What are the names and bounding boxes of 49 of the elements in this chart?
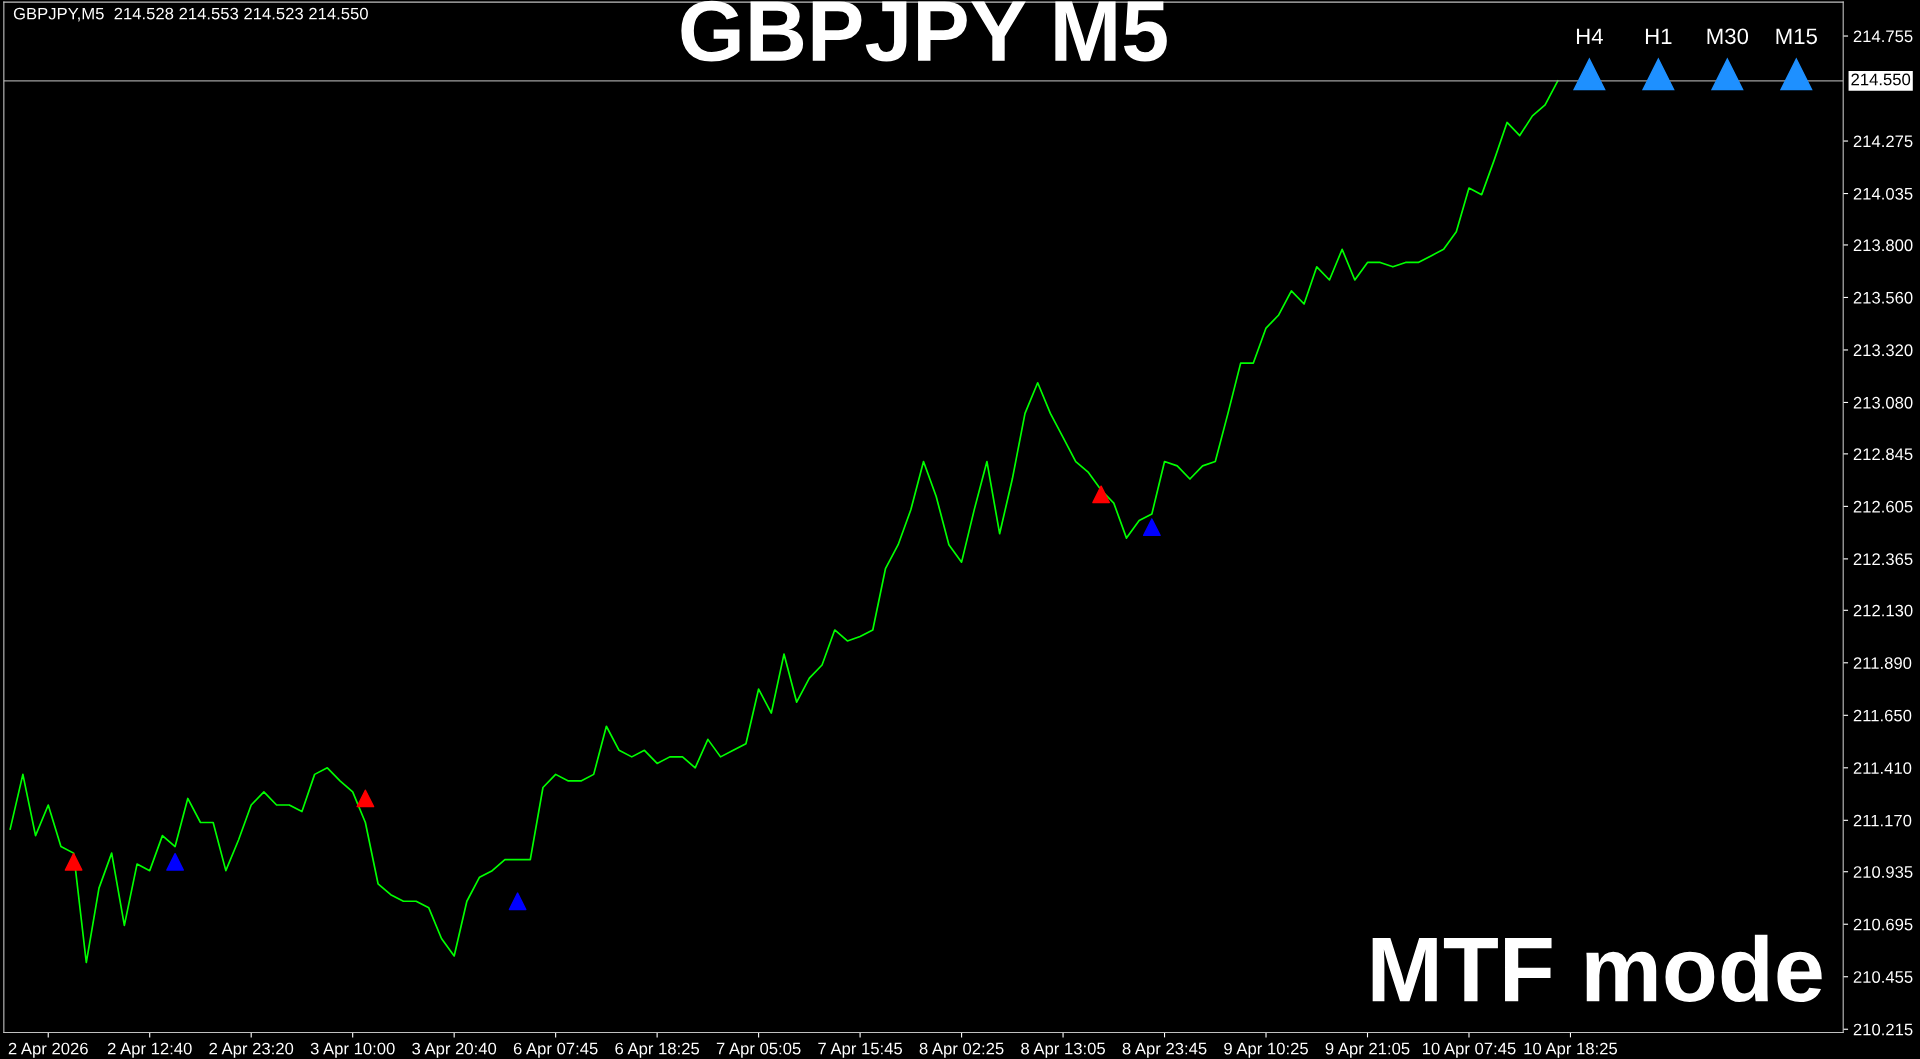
x-tick-label: 2 Apr 12:40	[107, 1042, 192, 1058]
y-tick-label: 212.845	[1853, 448, 1913, 461]
y-tick-label: 213.560	[1853, 291, 1913, 304]
x-tick-label: 9 Apr 10:25	[1224, 1042, 1308, 1058]
annotation: GBPJPY,M5 214.528 214.553 214.523 214.550	[13, 7, 368, 22]
point	[1092, 485, 1111, 504]
y-tick-label: 212.365	[1853, 553, 1913, 566]
y-tick-label: 213.320	[1853, 344, 1913, 357]
x-tick-label: 6 Apr 18:25	[615, 1042, 700, 1058]
annotation: M15	[1776, 28, 1817, 45]
y-tick-label: 210.695	[1853, 918, 1913, 931]
y-tick-label: 213.080	[1853, 396, 1913, 409]
y-tick-label: 210.455	[1853, 971, 1913, 983]
y-tick-label: 210.935	[1853, 866, 1913, 878]
y-tick-label: 214.275	[1853, 135, 1913, 148]
annotation: M30	[1707, 28, 1749, 45]
point	[356, 789, 375, 808]
annotation: H1	[1645, 28, 1672, 44]
y-tick-label: 213.800	[1853, 239, 1913, 252]
x-tick-label: 2 Apr 23:20	[209, 1042, 294, 1058]
y-tick-label: 214.035	[1853, 187, 1913, 200]
y-tick-label: 211.890	[1853, 657, 1912, 670]
x-tick-label: 10 Apr 18:25	[1524, 1042, 1618, 1058]
x-tick-label: 8 Apr 02:25	[919, 1042, 1004, 1058]
y-tick-label: 211.410	[1853, 762, 1912, 775]
x-tick-label: 3 Apr 20:40	[412, 1042, 497, 1058]
x-tick-label: 8 Apr 13:05	[1021, 1042, 1105, 1058]
y-tick-label: 210.215	[1853, 1023, 1913, 1036]
annotation: MTF mode	[1372, 934, 1822, 1003]
point	[64, 852, 83, 871]
x-tick-label: 3 Apr 10:00	[310, 1042, 395, 1058]
point	[166, 852, 185, 871]
annotation: H4	[1576, 28, 1603, 44]
x-tick-label: 6 Apr 07:45	[513, 1042, 598, 1058]
y-tick-label: 214.755	[1853, 30, 1913, 43]
y-tick-label: 211.650	[1853, 709, 1912, 722]
x-tick-label: 9 Apr 21:05	[1325, 1042, 1410, 1058]
x-tick-label: 8 Apr 23:45	[1122, 1042, 1207, 1058]
point	[1142, 518, 1161, 537]
point	[508, 892, 527, 911]
x-tick-label: 10 Apr 07:45	[1423, 1042, 1516, 1058]
y-tick-label: 212.605	[1853, 500, 1913, 513]
y-tick-label: 212.130	[1853, 604, 1913, 617]
x-tick-label: 7 Apr 15:45	[818, 1042, 903, 1058]
ref-line-label: 214.550	[1851, 73, 1911, 86]
y-tick-label: 211.170	[1853, 814, 1912, 827]
x-tick-label: 2 Apr 2026	[8, 1042, 88, 1058]
x-tick-label: 7 Apr 05:05	[716, 1042, 801, 1058]
chart-title: GBPJPY M5	[681, 0, 1167, 62]
